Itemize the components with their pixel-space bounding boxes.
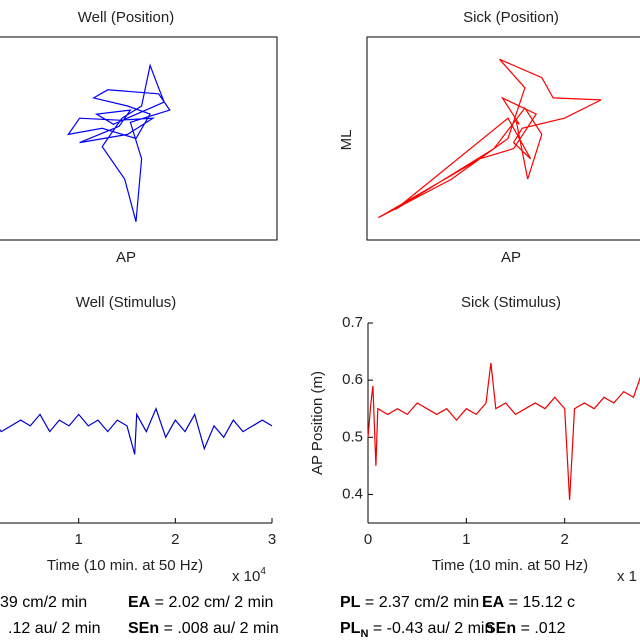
chart-title: Sick (Position) [463,9,559,26]
x-axis-label: Time (10 min. at 50 Hz) [432,557,588,574]
y-axis-label: ML [338,130,355,151]
data-line [377,58,602,219]
x-exponent: x 104 [232,566,266,585]
stat-value: 39 cm/2 min [0,594,87,611]
x-axis-label: AP [116,249,136,266]
stat-value: .12 au/ 2 min [8,620,101,637]
x-axis-label: AP [501,249,521,266]
data-line [367,362,640,501]
stat-value: = 15.12 c [504,594,575,611]
y-tick-label: 0.5 [342,428,363,445]
stat-value: = .008 au/ 2 min [159,620,279,637]
plot-frame [0,36,278,241]
stat-value: = 2.37 cm/2 min [360,594,479,611]
stat-text: SEn = .012 [485,620,566,637]
stat-label: PL [340,620,361,637]
stat-value: = 2.02 cm/ 2 min [150,594,273,611]
exponent-power: 4 [260,566,266,577]
y-tick-label: 0.6 [342,371,363,388]
x-tick-label: 0 [364,531,372,548]
stat-text: SEn = .008 au/ 2 min [128,620,279,637]
stat-text: PLN = -0.43 au/ 2 min [340,620,493,640]
y-tick-label: 0.7 [342,314,363,331]
x-tick-label: 1 [74,531,82,548]
stat-value: = .012 [516,620,565,637]
stat-text: EA = 2.02 cm/ 2 min [128,594,273,611]
y-axis-label: AP Position (m) [309,371,326,475]
x-axis-label: Time (10 min. at 50 Hz) [47,557,203,574]
x-tick-label: 2 [560,531,568,548]
stat-label: SEn [128,620,159,637]
x-exponent: x 1 [617,568,637,585]
stat-text: .12 au/ 2 min [8,620,101,637]
x-tick-label: 1 [462,531,470,548]
plot-frame [366,36,640,241]
stat-label: EA [128,594,151,611]
stat-label: EA [482,594,505,611]
stat-text: PL = 2.37 cm/2 min [340,594,479,611]
chart-title: Sick (Stimulus) [461,294,561,311]
stat-value: = -0.43 au/ 2 min [368,620,493,637]
chart-title: Well (Position) [78,9,174,26]
stat-text: 39 cm/2 min [0,594,87,611]
data-line [0,407,273,455]
exponent-base: x 10 [232,568,260,585]
x-tick-label: 3 [268,531,276,548]
stat-label: PL [340,594,361,611]
y-tick-label: 0.4 [342,485,363,502]
chart-title: Well (Stimulus) [76,294,177,311]
stat-label: SEn [485,620,516,637]
data-line [66,63,171,222]
stat-subscript: N [360,628,368,640]
exponent-base: x 1 [617,568,637,585]
x-tick-label: 2 [171,531,179,548]
stat-text: EA = 15.12 c [482,594,575,611]
